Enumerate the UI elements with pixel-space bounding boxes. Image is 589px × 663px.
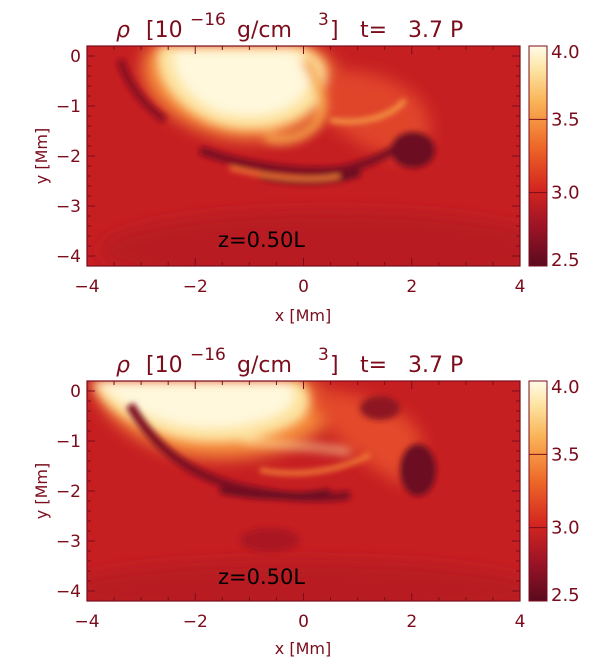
y-axis-label: y [Mm] [32, 463, 51, 519]
heatmap-image [87, 381, 520, 601]
y-tick-label: −1 [56, 97, 81, 117]
x-tick-label: −2 [183, 612, 208, 632]
title-exponent: −16 [190, 345, 226, 365]
colorbar [528, 380, 548, 602]
title-time: t= 3.7 P [360, 18, 463, 43]
colorbar-tick-label: 2.5 [551, 250, 580, 271]
colorbar [528, 45, 548, 267]
title-time: t= 3.7 P [360, 353, 463, 378]
y-tick-label: −2 [56, 482, 81, 502]
heatmap-image [87, 46, 520, 266]
title-exponent-2: 3 [318, 10, 329, 30]
x-tick-label: 2 [406, 612, 417, 632]
title-exponent-2: 3 [318, 345, 329, 365]
title-units: [10 [146, 18, 183, 43]
x-tick-label: −2 [183, 277, 208, 297]
title-exponent: −16 [190, 10, 226, 30]
colorbar-ticks-bottom: 4.0 3.5 3.0 2.5 [529, 377, 580, 606]
y-tick-label: −3 [56, 197, 81, 217]
x-axis-label: x [Mm] [275, 639, 331, 658]
x-tick-label: 0 [298, 277, 309, 297]
colorbar-tick-label: 3.0 [551, 183, 580, 204]
x-tick-label: 4 [515, 612, 526, 632]
x-tick-label: 0 [298, 612, 309, 632]
x-tick-label: −4 [74, 277, 99, 297]
y-tick-label: −2 [56, 147, 81, 167]
panel-bottom: ρ [10 −16 g/cm 3 ] t= 3.7 P [32, 345, 580, 658]
colorbar-tick-label: 3.5 [551, 444, 580, 465]
y-tick-label: 0 [70, 382, 81, 402]
y-tick-label: 0 [70, 47, 81, 67]
x-tick-label: −4 [74, 612, 99, 632]
x-tick-label: 4 [515, 277, 526, 297]
axes-top: −4 −2 0 2 4 0 −1 −2 −3 −4 [56, 45, 526, 297]
title-units-3: ] [330, 18, 339, 43]
title-units-3: ] [330, 353, 339, 378]
y-tick-label: −4 [56, 247, 81, 267]
colorbar-tick-label: 3.0 [551, 518, 580, 539]
y-tick-label: −3 [56, 532, 81, 552]
title-units: [10 [146, 353, 183, 378]
y-tick-label: −1 [56, 432, 81, 452]
annotation-z: z=0.50L [218, 565, 305, 589]
y-axis-label: y [Mm] [32, 128, 51, 184]
title-symbol: ρ [116, 18, 130, 43]
panel-top: ρ [10 −16 g/cm 3 ] t= 3.7 P [32, 10, 580, 325]
y-tick-label: −4 [56, 582, 81, 602]
colorbar-tick-label: 4.0 [551, 377, 580, 398]
title-units-2: g/cm [237, 353, 292, 378]
title-units-2: g/cm [237, 18, 292, 43]
colorbar-tick-label: 3.5 [551, 109, 580, 130]
colorbar-tick-label: 2.5 [551, 585, 580, 606]
dark-filaments [116, 58, 435, 185]
dark-filaments [126, 396, 436, 552]
title-symbol: ρ [116, 353, 130, 378]
x-axis-label: x [Mm] [275, 306, 331, 325]
annotation-z: z=0.50L [218, 228, 305, 252]
x-tick-label: 2 [406, 277, 417, 297]
axes-bottom: −4 −2 0 2 4 0 −1 −2 −3 −4 [56, 380, 526, 632]
colorbar-tick-label: 4.0 [551, 42, 580, 63]
colorbar-ticks-top: 4.0 3.5 3.0 2.5 [529, 42, 580, 271]
